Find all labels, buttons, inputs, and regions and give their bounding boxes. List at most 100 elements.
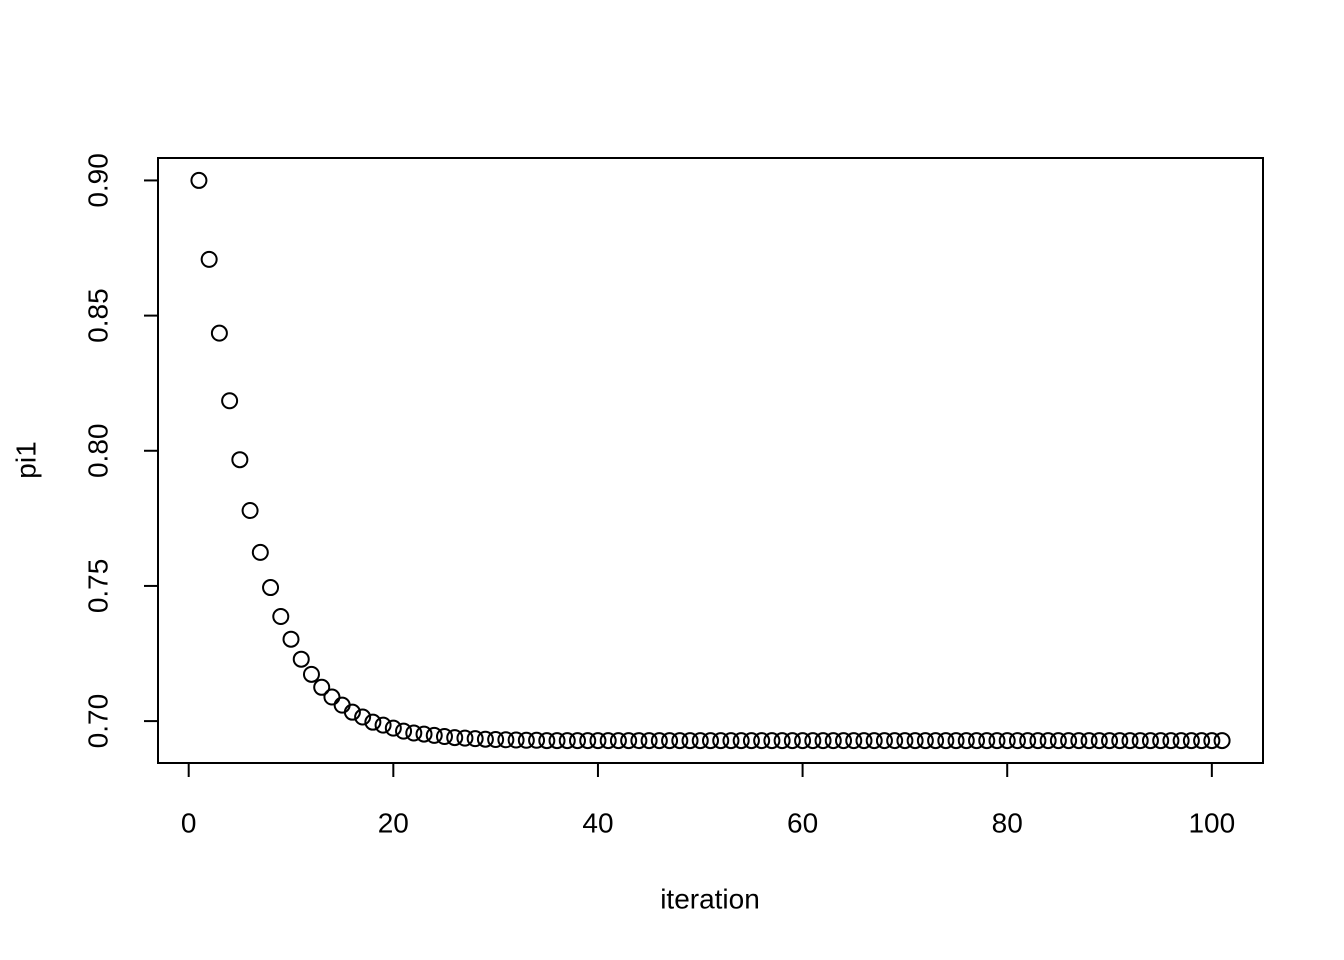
point [691, 732, 709, 750]
y-tick-label: 0.90 [82, 153, 113, 208]
x-tick-label: 100 [1188, 807, 1235, 838]
point [538, 732, 556, 750]
point [292, 650, 310, 668]
x-tick-label: 40 [582, 807, 613, 838]
point [712, 732, 730, 750]
point [661, 732, 679, 750]
point [548, 732, 566, 750]
point [722, 732, 740, 750]
x-tick-label: 80 [992, 807, 1023, 838]
point [1172, 732, 1190, 750]
point [824, 732, 842, 750]
x-tick-label: 60 [787, 807, 818, 838]
point [906, 732, 924, 750]
point [681, 732, 699, 750]
point [1029, 732, 1047, 750]
point [927, 732, 945, 750]
point [855, 732, 873, 750]
point [1070, 732, 1088, 750]
x-tick-label: 0 [181, 807, 197, 838]
point [732, 732, 750, 750]
point [374, 716, 392, 734]
point [804, 732, 822, 750]
point [640, 732, 658, 750]
point [343, 703, 361, 721]
point [875, 732, 893, 750]
point [1019, 732, 1037, 750]
point [947, 732, 965, 750]
x-tick-label: 20 [378, 807, 409, 838]
point [1152, 732, 1170, 750]
point [957, 732, 975, 750]
point [630, 732, 648, 750]
point [272, 607, 290, 625]
point [1121, 732, 1139, 750]
point [589, 732, 607, 750]
point [1193, 732, 1211, 750]
point [579, 732, 597, 750]
point [1008, 732, 1026, 750]
point [1039, 732, 1057, 750]
point [865, 732, 883, 750]
point [323, 688, 341, 706]
point [1101, 732, 1119, 750]
point [282, 630, 300, 648]
point [313, 678, 331, 696]
point [1141, 732, 1159, 750]
point [1213, 732, 1231, 750]
point [794, 732, 812, 750]
point [446, 729, 464, 747]
point [190, 171, 208, 189]
y-tick-label: 0.80 [82, 424, 113, 479]
point [978, 732, 996, 750]
point [241, 502, 259, 520]
point [221, 392, 239, 410]
point [210, 324, 228, 342]
point [742, 732, 760, 750]
point [568, 732, 586, 750]
point [1131, 732, 1149, 750]
point [476, 730, 494, 748]
point [702, 732, 719, 750]
point [517, 731, 535, 749]
point [1090, 732, 1108, 750]
point [262, 579, 280, 597]
point [558, 732, 576, 750]
point [231, 451, 249, 469]
point [937, 732, 955, 750]
point [998, 732, 1016, 750]
point [845, 732, 863, 750]
y-tick-label: 0.70 [82, 694, 113, 749]
point [988, 732, 1006, 750]
point [1049, 732, 1067, 750]
point [1111, 732, 1129, 750]
point [1060, 732, 1078, 750]
point [395, 722, 413, 740]
point [251, 543, 269, 561]
point [415, 725, 433, 743]
point [835, 732, 853, 750]
point [763, 732, 781, 750]
point [599, 732, 617, 750]
point [497, 731, 515, 749]
point [487, 730, 505, 748]
point [783, 732, 801, 750]
point [384, 719, 402, 737]
point [507, 731, 525, 749]
point [896, 732, 914, 750]
point [1203, 732, 1221, 750]
point [200, 250, 218, 268]
y-tick-label: 0.85 [82, 288, 113, 343]
point [753, 732, 771, 750]
point [333, 696, 351, 714]
point [620, 732, 638, 750]
point [968, 732, 986, 750]
point [886, 732, 904, 750]
point [1080, 732, 1098, 750]
point [354, 708, 372, 726]
point [609, 732, 627, 750]
point [456, 729, 474, 747]
point [1182, 732, 1200, 750]
point [425, 726, 443, 744]
